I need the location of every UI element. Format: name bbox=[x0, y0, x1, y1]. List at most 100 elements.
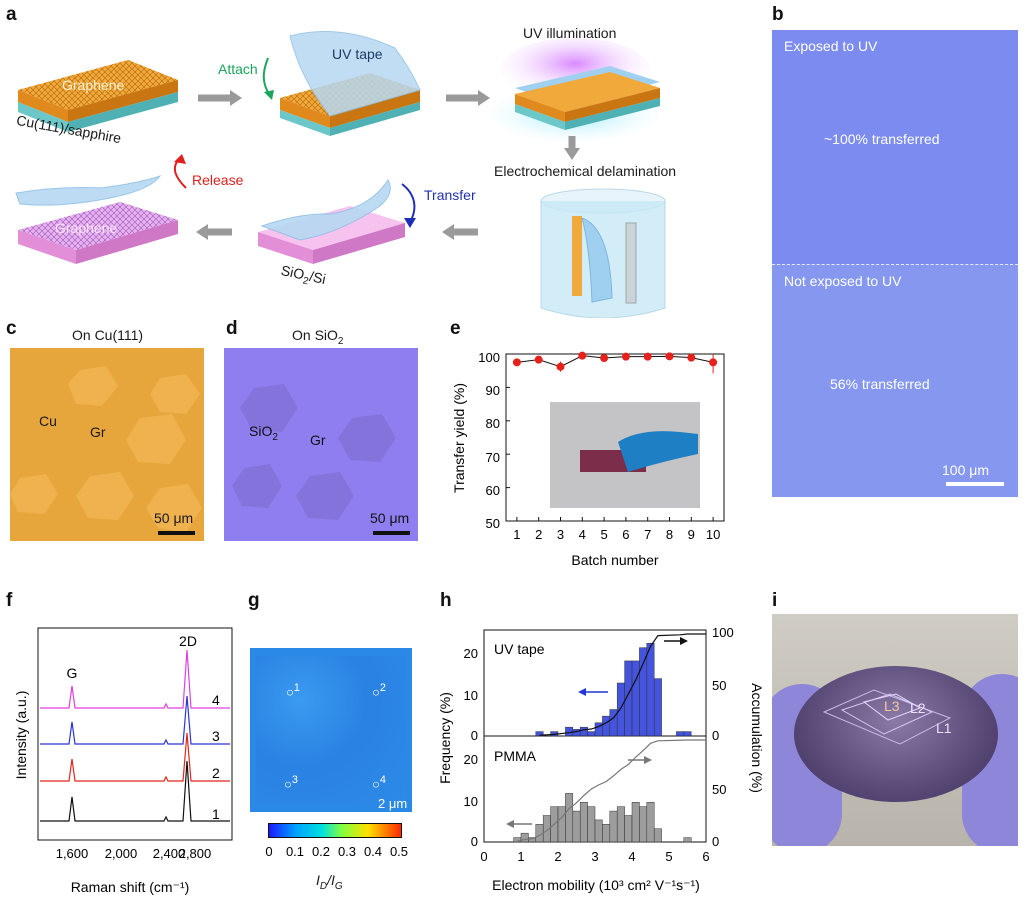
scale-label-g: 2 μm bbox=[378, 796, 408, 811]
gr-label-c: Gr bbox=[90, 424, 106, 440]
scale-label-b: 100 μm bbox=[942, 462, 989, 478]
svg-text:0.5: 0.5 bbox=[390, 844, 408, 859]
legend-uv-tape: UV tape bbox=[494, 641, 545, 657]
unexposed-region bbox=[772, 264, 1018, 497]
pmma-bar bbox=[513, 837, 522, 843]
svg-text:10: 10 bbox=[464, 794, 478, 809]
svg-text:50: 50 bbox=[712, 782, 726, 797]
peak-g-label: G bbox=[67, 665, 78, 681]
pmma-bar bbox=[594, 819, 603, 843]
series-label-1: 1 bbox=[212, 806, 220, 822]
xlabel-e: Batch number bbox=[571, 552, 658, 568]
scale-bar-b bbox=[946, 482, 1004, 486]
uv-bar bbox=[587, 731, 596, 737]
layer-l1: L1 bbox=[936, 720, 952, 736]
xtick-label-8: 8 bbox=[666, 527, 673, 542]
pmma-bar bbox=[631, 802, 640, 843]
ylabel-e: Transfer yield (%) bbox=[451, 383, 467, 493]
xtick-2400: 2,400 bbox=[153, 846, 186, 861]
uv-bar bbox=[683, 731, 692, 737]
xtick-label-1: 1 bbox=[513, 527, 520, 542]
panel-label-e: e bbox=[450, 318, 461, 339]
scale-bar-g bbox=[380, 816, 412, 819]
scale-bar-c bbox=[158, 531, 195, 535]
uv-illumination-block bbox=[490, 38, 660, 142]
raman-chart: G 2D 4 3 2 1 1,600 2,000 2,400 2,800 Ram… bbox=[13, 627, 233, 895]
ylabel-h-right: Accumulation (%) bbox=[749, 683, 765, 793]
pmma-bar bbox=[609, 810, 618, 843]
raman-map: ○1 ○2 ○3 ○4 2 μm bbox=[250, 648, 412, 819]
svg-text:3: 3 bbox=[591, 849, 598, 864]
panel-b-micrograph: Exposed to UV ~100% transferred Not expo… bbox=[772, 30, 1018, 497]
yield-point bbox=[556, 362, 565, 371]
graphene-label-1: Graphene bbox=[62, 77, 125, 93]
scale-label-c: 50 μm bbox=[154, 510, 194, 526]
panel-label-i: i bbox=[772, 590, 778, 611]
panel-c-micrograph: Cu Gr 50 μm bbox=[10, 348, 204, 541]
panel-label-h: h bbox=[440, 590, 452, 611]
xtick-2800: 2,800 bbox=[179, 846, 212, 861]
accumulation-curve-uv bbox=[539, 633, 706, 736]
yield-point bbox=[600, 354, 609, 363]
legend-pmma: PMMA bbox=[494, 748, 537, 764]
series-label-4: 4 bbox=[212, 692, 220, 708]
release-block bbox=[15, 175, 178, 264]
plot-frame-e bbox=[505, 353, 725, 522]
yield-line bbox=[516, 355, 714, 368]
svg-text:0: 0 bbox=[480, 849, 487, 864]
xtick-label-2: 2 bbox=[535, 527, 542, 542]
inset-tape bbox=[618, 431, 698, 472]
uv-bar bbox=[565, 726, 574, 737]
pmma-bar bbox=[616, 806, 625, 843]
xtick-label-10: 10 bbox=[706, 527, 720, 542]
svg-text:2: 2 bbox=[554, 849, 561, 864]
uv-bar bbox=[602, 715, 611, 737]
uv-bar bbox=[639, 647, 648, 737]
pmma-bar bbox=[602, 824, 611, 843]
ytick-60: 60 bbox=[486, 483, 500, 498]
transfer-block bbox=[258, 179, 405, 264]
colorbar-axis: 0 0.1 0.2 0.3 0.4 0.5 bbox=[265, 844, 408, 859]
pmma-bar bbox=[579, 802, 588, 843]
svg-text:5: 5 bbox=[665, 849, 672, 864]
uv-bar bbox=[616, 682, 625, 737]
gr-label-d: Gr bbox=[310, 432, 326, 448]
mobility-histogram: UV tape PMMA 0 10 20 0 10 20 0 50 100 0 … bbox=[437, 625, 765, 893]
transfer-yield-chart: 1 2 3 4 5 6 7 8 9 10 50 60 70 80 90 100 Batch num… bbox=[451, 350, 725, 568]
raman-spectrum-2 bbox=[40, 732, 230, 782]
layer-l2: L2 bbox=[910, 700, 926, 716]
tape-attach-block bbox=[280, 31, 421, 136]
svg-text:0: 0 bbox=[471, 834, 478, 849]
svg-text:0.3: 0.3 bbox=[338, 844, 356, 859]
attach-arrow bbox=[262, 57, 271, 97]
xtick-2000: 2,000 bbox=[105, 846, 138, 861]
panel-d-title: On SiO2 bbox=[292, 327, 344, 347]
graphene-domains-c bbox=[10, 366, 202, 532]
panel-label-g: g bbox=[248, 590, 260, 611]
release-label: Release bbox=[192, 172, 244, 188]
colorbar-label: ID/IG bbox=[316, 872, 343, 892]
xtick-label-7: 7 bbox=[644, 527, 651, 542]
layer-l3: L3 bbox=[884, 698, 900, 714]
yield-point bbox=[534, 355, 543, 364]
uv-bar bbox=[653, 678, 662, 737]
ytick-80: 80 bbox=[486, 416, 500, 431]
ytick-50: 50 bbox=[486, 516, 500, 531]
ytick-90: 90 bbox=[486, 383, 500, 398]
yield-point bbox=[665, 352, 674, 361]
uv-bar bbox=[631, 660, 640, 737]
uv-bar bbox=[646, 643, 655, 737]
attach-label: Attach bbox=[218, 61, 258, 77]
svg-text:0: 0 bbox=[712, 728, 719, 743]
graphene-label-2: Graphene bbox=[55, 220, 118, 236]
panel-label-c: c bbox=[6, 318, 17, 339]
xlabel-f: Raman shift (cm⁻¹) bbox=[71, 879, 190, 895]
ylabel-h-left: Frequency (%) bbox=[437, 692, 453, 784]
wafer-photo: L3 L2 L1 bbox=[772, 614, 1018, 846]
region-divider bbox=[772, 264, 1018, 265]
svg-text:0: 0 bbox=[712, 834, 719, 849]
svg-text:0: 0 bbox=[471, 728, 478, 743]
pmma-bar bbox=[683, 837, 692, 843]
panel-label-f: f bbox=[6, 590, 13, 611]
uv-bar bbox=[579, 726, 588, 737]
